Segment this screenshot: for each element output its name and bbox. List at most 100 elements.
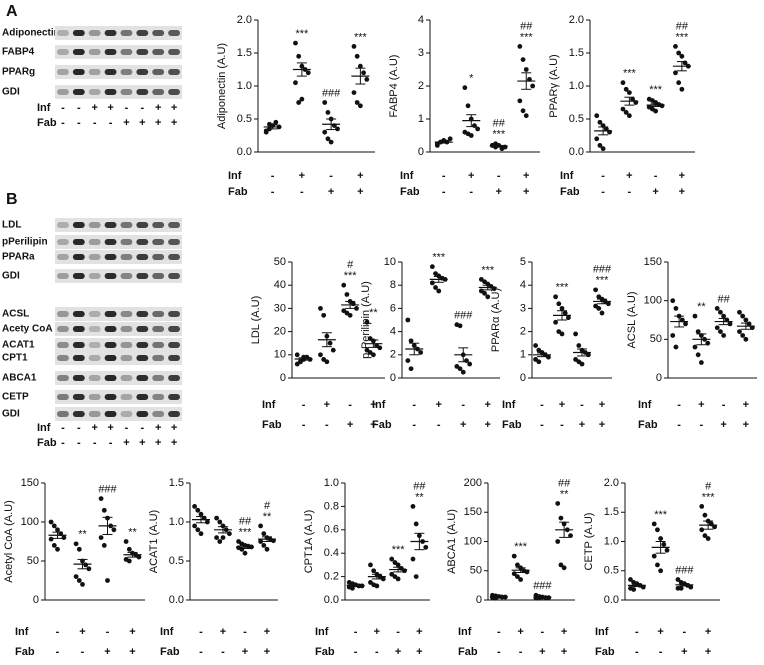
data-point [515, 562, 520, 568]
blot-strip [55, 26, 182, 40]
blot-band [168, 311, 180, 317]
group-sign: + [347, 419, 353, 431]
data-point [413, 521, 419, 527]
group-sign: + [416, 646, 422, 658]
y-tick-label: 0.5 [237, 113, 252, 125]
data-point [676, 50, 682, 56]
data-point [405, 358, 411, 363]
significance: ## [520, 20, 533, 32]
data-point [597, 143, 603, 148]
blot-band [152, 222, 165, 228]
y-tick-label: 100 [644, 295, 662, 307]
lane-sign: + [155, 437, 161, 449]
lane-sign: - [109, 437, 113, 449]
blot-band [168, 342, 180, 348]
data-point [325, 136, 331, 142]
blot-band [104, 342, 117, 348]
lane-sign: + [171, 102, 177, 114]
group-sign: - [601, 186, 605, 198]
blot-band [88, 89, 101, 95]
data-point [429, 280, 435, 286]
y-axis-label: CPT1A (A.U) [303, 510, 315, 574]
y-tick-label: 40 [274, 279, 286, 291]
data-point [126, 546, 132, 552]
data-point [296, 100, 302, 105]
group-sign: + [698, 399, 704, 411]
significance: *** [649, 84, 663, 96]
group-sign: - [106, 626, 110, 638]
group-sign: - [243, 626, 247, 638]
data-point [330, 347, 336, 353]
data-point [568, 533, 573, 539]
y-axis-label: ABCA1 (A.U) [446, 509, 458, 574]
y-tick-label: 2.0 [569, 14, 584, 26]
data-point [192, 504, 198, 509]
significance: ### [675, 564, 694, 576]
data-point [324, 359, 330, 365]
y-tick-label: 0 [418, 146, 424, 158]
data-point [405, 317, 411, 323]
data-point [267, 121, 272, 127]
y-tick-label: 0 [520, 372, 526, 384]
y-tick-label: 50 [27, 555, 39, 567]
row-label: Fab [372, 419, 392, 431]
group-sign: + [374, 626, 380, 638]
data-point [530, 83, 536, 89]
y-tick-label: 2 [390, 349, 396, 361]
group-sign: - [442, 170, 446, 182]
blot-band [168, 30, 180, 36]
group-sign: + [705, 626, 711, 638]
group-sign: + [220, 626, 226, 638]
y-tick-label: 0.5 [569, 113, 584, 125]
data-point [606, 301, 611, 307]
data-point [195, 527, 201, 533]
lane-sign: + [123, 437, 129, 449]
data-point [594, 136, 600, 142]
data-point [661, 542, 667, 547]
group-sign: + [681, 646, 687, 658]
blot-band [104, 355, 117, 361]
data-point [558, 562, 564, 568]
row-label: Inf [15, 626, 29, 638]
y-tick-label: 0.6 [324, 524, 339, 536]
data-point [737, 329, 742, 334]
y-tick-label: 0.5 [604, 565, 619, 577]
blot-band [104, 30, 117, 36]
group-sign: - [302, 419, 306, 431]
data-point [374, 583, 380, 589]
blot-band [104, 273, 117, 279]
group-sign: - [677, 419, 681, 431]
y-tick-label: 0.0 [604, 594, 619, 606]
y-tick-label: 10 [384, 256, 396, 268]
data-point [721, 313, 727, 319]
group-sign: - [56, 646, 60, 658]
group-sign: - [601, 170, 605, 182]
group-sign: - [519, 646, 523, 658]
y-tick-label: 0 [280, 372, 286, 384]
row-label: Fab [638, 419, 658, 431]
row-label: Fab [228, 186, 248, 198]
data-point [101, 507, 107, 513]
data-point [347, 312, 353, 318]
data-point [322, 129, 328, 135]
lane-sign: + [155, 117, 161, 129]
blot-band [57, 342, 69, 348]
blot-band [168, 355, 180, 361]
data-point [620, 80, 626, 86]
data-point [517, 98, 523, 104]
data-point [600, 146, 606, 152]
data-point [429, 264, 435, 270]
lane-sign: - [77, 437, 81, 449]
blot-band [57, 375, 69, 381]
data-point [553, 294, 558, 300]
data-point [670, 333, 676, 338]
blot-band [120, 30, 133, 36]
blot-band [88, 311, 101, 317]
blot-label: ACSL [2, 309, 29, 320]
y-tick-label: 50 [470, 565, 482, 577]
data-point [80, 582, 85, 587]
blot-band [72, 311, 85, 317]
blot-band [104, 222, 117, 228]
blot-band [152, 69, 165, 75]
data-point [327, 340, 333, 346]
